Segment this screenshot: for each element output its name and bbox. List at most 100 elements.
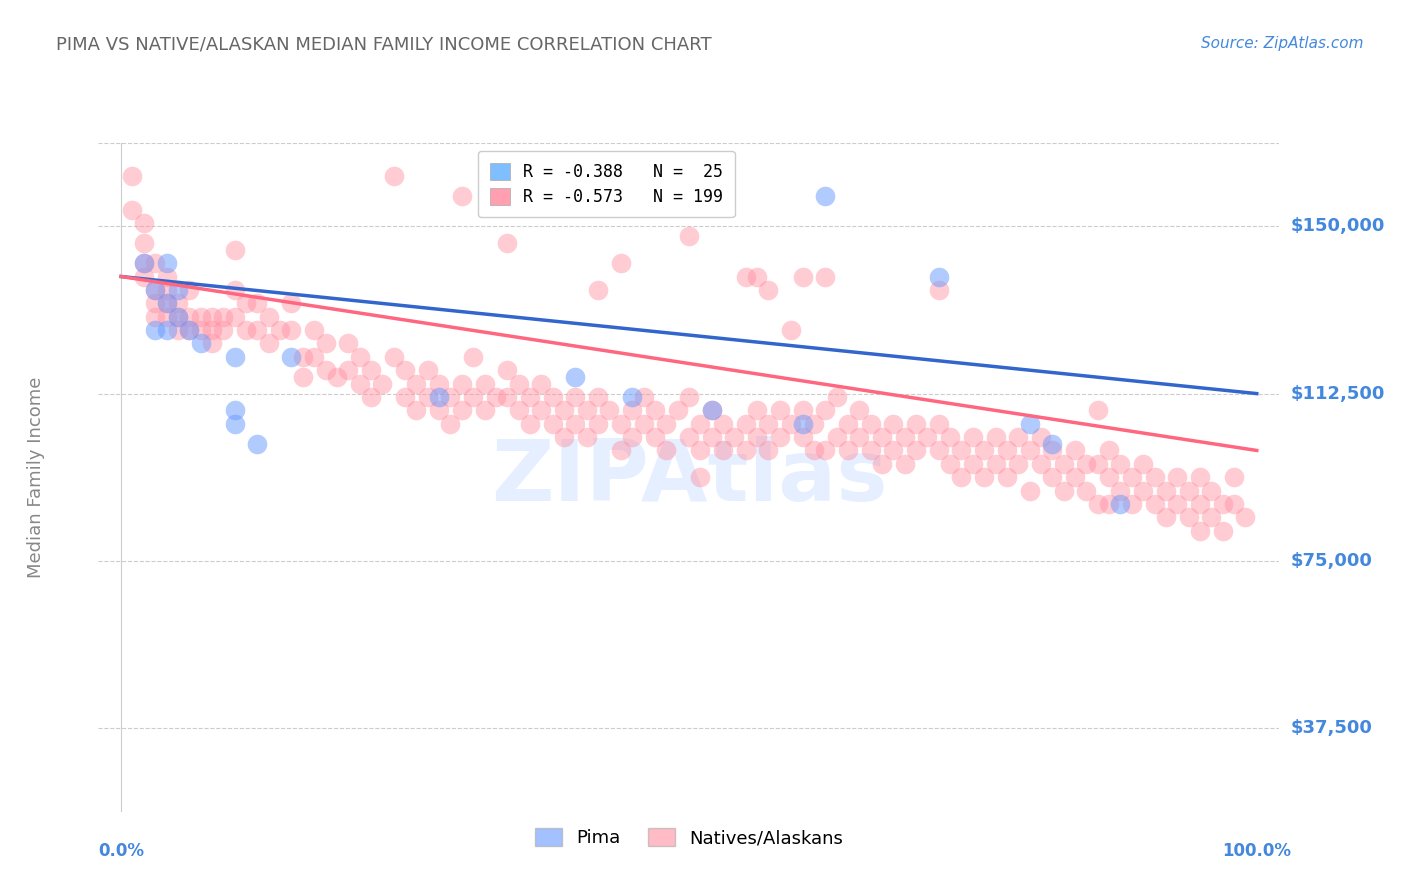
Point	[928, 283, 950, 297]
Point	[427, 403, 450, 417]
Point	[224, 283, 246, 297]
Point	[1201, 510, 1223, 524]
Point	[598, 403, 620, 417]
Point	[257, 310, 280, 324]
Point	[905, 443, 928, 458]
Point	[394, 390, 416, 404]
Point	[825, 390, 848, 404]
Text: PIMA VS NATIVE/ALASKAN MEDIAN FAMILY INCOME CORRELATION CHART: PIMA VS NATIVE/ALASKAN MEDIAN FAMILY INC…	[56, 36, 711, 54]
Point	[530, 376, 553, 391]
Point	[1064, 443, 1087, 458]
Point	[1223, 470, 1246, 484]
Point	[1007, 430, 1029, 444]
Point	[621, 390, 644, 404]
Point	[859, 417, 882, 431]
Point	[474, 403, 496, 417]
Point	[269, 323, 291, 337]
Point	[280, 296, 302, 310]
Point	[655, 443, 678, 458]
Point	[1018, 483, 1040, 498]
Point	[155, 310, 177, 324]
Point	[644, 403, 666, 417]
Point	[121, 103, 143, 117]
Point	[745, 269, 768, 284]
Point	[950, 443, 973, 458]
Point	[1121, 497, 1143, 511]
Point	[143, 283, 166, 297]
Point	[1007, 457, 1029, 471]
Point	[700, 403, 723, 417]
Point	[1166, 470, 1188, 484]
Text: 0.0%: 0.0%	[98, 842, 145, 860]
Point	[246, 437, 269, 451]
Point	[326, 370, 349, 384]
Point	[1201, 483, 1223, 498]
Text: ZIPAtlas: ZIPAtlas	[491, 435, 887, 519]
Point	[1177, 510, 1199, 524]
Point	[485, 390, 508, 404]
Text: $75,000: $75,000	[1291, 552, 1372, 570]
Point	[427, 376, 450, 391]
Point	[870, 430, 893, 444]
Point	[337, 363, 360, 377]
Point	[928, 269, 950, 284]
Text: $112,500: $112,500	[1291, 384, 1385, 402]
Point	[132, 256, 155, 270]
Point	[179, 310, 201, 324]
Point	[1053, 483, 1076, 498]
Point	[780, 417, 803, 431]
Point	[870, 457, 893, 471]
Point	[519, 417, 541, 431]
Point	[439, 390, 461, 404]
Point	[1098, 497, 1121, 511]
Point	[564, 390, 586, 404]
Point	[984, 430, 1007, 444]
Point	[689, 417, 711, 431]
Point	[280, 350, 302, 364]
Point	[984, 457, 1007, 471]
Point	[143, 256, 166, 270]
Point	[995, 443, 1018, 458]
Point	[394, 363, 416, 377]
Point	[450, 403, 472, 417]
Point	[610, 417, 633, 431]
Point	[792, 269, 814, 284]
Point	[1018, 443, 1040, 458]
Point	[882, 443, 904, 458]
Point	[416, 390, 439, 404]
Point	[814, 443, 837, 458]
Point	[519, 390, 541, 404]
Point	[586, 390, 609, 404]
Point	[224, 243, 246, 257]
Point	[1234, 510, 1257, 524]
Point	[337, 336, 360, 351]
Point	[143, 296, 166, 310]
Point	[734, 443, 756, 458]
Point	[1188, 497, 1211, 511]
Point	[586, 283, 609, 297]
Point	[745, 403, 768, 417]
Point	[734, 417, 756, 431]
Point	[745, 430, 768, 444]
Point	[224, 310, 246, 324]
Point	[246, 323, 269, 337]
Point	[257, 336, 280, 351]
Point	[360, 363, 382, 377]
Point	[1212, 497, 1234, 511]
Point	[564, 417, 586, 431]
Point	[939, 430, 962, 444]
Point	[291, 370, 314, 384]
Point	[155, 323, 177, 337]
Point	[212, 310, 235, 324]
Point	[973, 470, 995, 484]
Point	[859, 443, 882, 458]
Point	[167, 310, 190, 324]
Point	[508, 403, 530, 417]
Point	[848, 430, 870, 444]
Point	[700, 403, 723, 417]
Point	[427, 390, 450, 404]
Point	[723, 430, 745, 444]
Point	[416, 363, 439, 377]
Point	[711, 417, 734, 431]
Point	[1040, 470, 1063, 484]
